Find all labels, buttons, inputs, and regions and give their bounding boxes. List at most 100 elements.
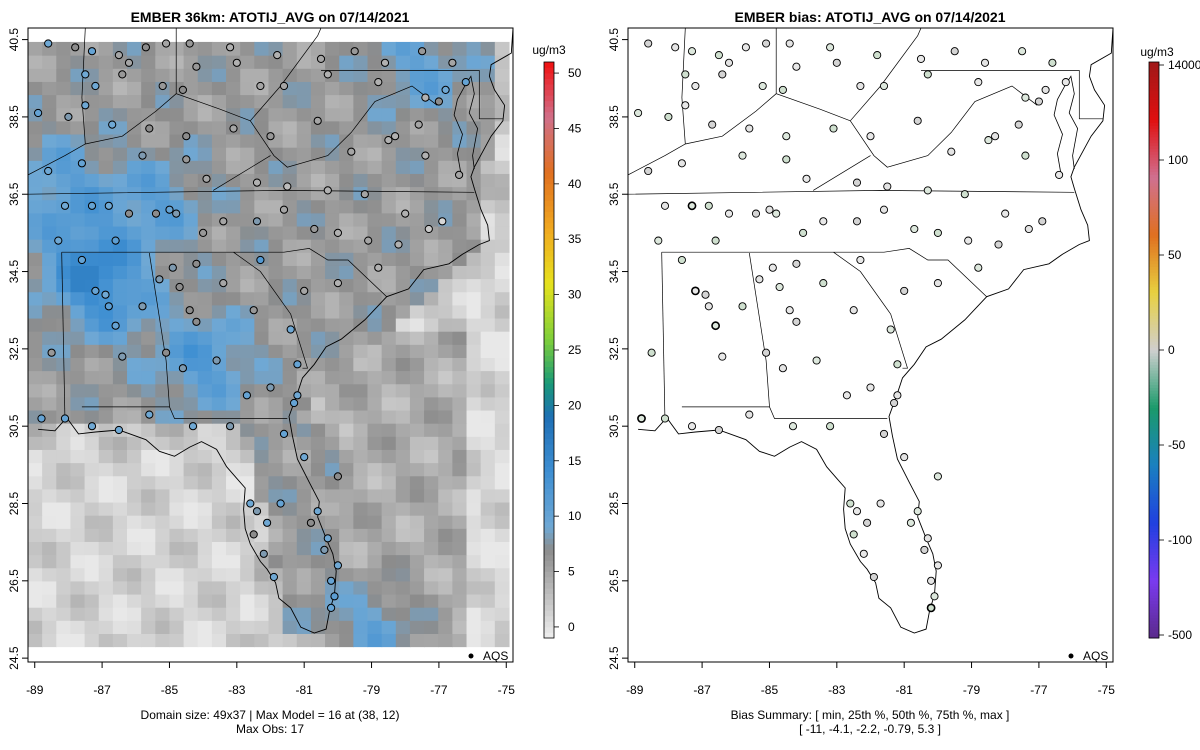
bias-station-marker bbox=[974, 263, 983, 272]
colorbar-bin bbox=[1149, 623, 1159, 627]
colorbar-bin bbox=[1149, 350, 1159, 354]
colorbar-bin bbox=[1149, 577, 1159, 581]
grid-cell bbox=[226, 344, 241, 358]
obs-station-marker bbox=[37, 414, 46, 423]
grid-cell bbox=[466, 107, 482, 122]
grid-cell bbox=[42, 449, 57, 464]
grid-cell bbox=[98, 593, 114, 608]
y-tick-label: 30.5 bbox=[607, 414, 621, 438]
bias-station-marker bbox=[950, 47, 959, 56]
grid-cell bbox=[84, 501, 100, 516]
obs-station-marker bbox=[263, 518, 272, 527]
bias-station-marker bbox=[677, 159, 686, 168]
grid-cell bbox=[438, 593, 453, 608]
grid-cell bbox=[466, 291, 482, 306]
grid-cell bbox=[282, 541, 298, 556]
grid-cell bbox=[480, 120, 496, 135]
colorbar-bin bbox=[544, 278, 554, 284]
colorbar-bin bbox=[544, 122, 554, 129]
grid-cell bbox=[424, 593, 439, 608]
grid-cell bbox=[155, 409, 171, 424]
grid-cell bbox=[381, 488, 397, 503]
grid-cell bbox=[169, 541, 185, 556]
colorbar-bin bbox=[544, 566, 554, 572]
grid-cell bbox=[183, 488, 199, 503]
right-colorbar-units: ug/m3 bbox=[1140, 45, 1174, 59]
grid-cell bbox=[84, 370, 100, 385]
grid-cell bbox=[112, 291, 128, 306]
grid-cell bbox=[452, 344, 468, 358]
grid-cell bbox=[310, 68, 326, 82]
grid-cell bbox=[155, 225, 171, 240]
grid-cell bbox=[155, 528, 171, 542]
bias-station-marker bbox=[1061, 78, 1070, 87]
bias-station-marker bbox=[768, 263, 777, 272]
grid-cell bbox=[141, 357, 156, 372]
grid-cell bbox=[424, 212, 439, 227]
grid-cell bbox=[240, 620, 255, 634]
colorbar-bin bbox=[544, 471, 554, 478]
colorbar-bin bbox=[1149, 246, 1159, 250]
colorbar-bin bbox=[1149, 522, 1159, 527]
grid-cell bbox=[480, 554, 496, 569]
grid-cell bbox=[127, 593, 142, 608]
grid-cell bbox=[452, 488, 468, 503]
colorbar-bin bbox=[544, 477, 554, 484]
grid-cell bbox=[211, 291, 227, 306]
colorbar-bin bbox=[544, 261, 554, 268]
colorbar-bin bbox=[1149, 116, 1159, 121]
grid-cell bbox=[183, 528, 199, 542]
bias-station-marker bbox=[778, 85, 787, 94]
grid-cell bbox=[42, 462, 57, 477]
colorbar-bin bbox=[1149, 309, 1159, 314]
obs-station-marker bbox=[424, 224, 433, 234]
bias-station-marker bbox=[687, 201, 697, 211]
grid-cell bbox=[438, 488, 453, 503]
grid-cell bbox=[480, 383, 496, 398]
grid-cell bbox=[325, 173, 340, 188]
grid-cell bbox=[183, 331, 199, 345]
grid-cell bbox=[226, 291, 241, 306]
grid-cell bbox=[494, 488, 510, 503]
grid-cell bbox=[424, 252, 439, 266]
obs-station-marker bbox=[333, 561, 342, 570]
grid-cell bbox=[28, 239, 43, 253]
grid-cell bbox=[325, 449, 340, 464]
colorbar-bin bbox=[1149, 496, 1159, 501]
colorbar-bin bbox=[1149, 476, 1159, 481]
colorbar-bin bbox=[544, 399, 554, 406]
colorbar-bin bbox=[544, 161, 554, 168]
colorbar-bin bbox=[544, 460, 554, 467]
grid-cell bbox=[28, 423, 43, 437]
obs-station-marker bbox=[249, 530, 258, 539]
grid-cell bbox=[127, 173, 142, 188]
x-tick-label: -75 bbox=[1098, 683, 1116, 697]
grid-cell bbox=[310, 383, 326, 398]
grid-cell bbox=[56, 515, 72, 529]
grid-cell bbox=[325, 515, 340, 529]
colorbar-bin bbox=[1149, 76, 1159, 80]
colorbar-bin bbox=[1149, 465, 1159, 469]
grid-cell bbox=[296, 173, 312, 188]
obs-station-marker bbox=[114, 425, 124, 435]
grid-cell bbox=[56, 593, 72, 608]
colorbar-bin bbox=[1149, 378, 1159, 383]
grid-cell bbox=[282, 580, 298, 595]
grid-cell bbox=[127, 475, 142, 490]
grid-cell bbox=[268, 515, 284, 529]
grid-cell bbox=[211, 501, 227, 516]
grid-cell bbox=[183, 68, 199, 82]
grid-cell bbox=[141, 94, 156, 109]
obs-station-marker bbox=[60, 414, 70, 423]
obs-station-marker bbox=[252, 217, 262, 226]
grid-cell bbox=[226, 462, 241, 477]
grid-cell bbox=[268, 331, 284, 345]
grid-cell bbox=[268, 147, 284, 161]
obs-station-marker bbox=[104, 201, 113, 210]
grid-cell bbox=[296, 317, 312, 332]
colorbar-bin bbox=[1149, 410, 1159, 414]
grid-cell bbox=[70, 501, 86, 516]
grid-cell bbox=[296, 357, 312, 372]
grid-cell bbox=[28, 304, 43, 319]
